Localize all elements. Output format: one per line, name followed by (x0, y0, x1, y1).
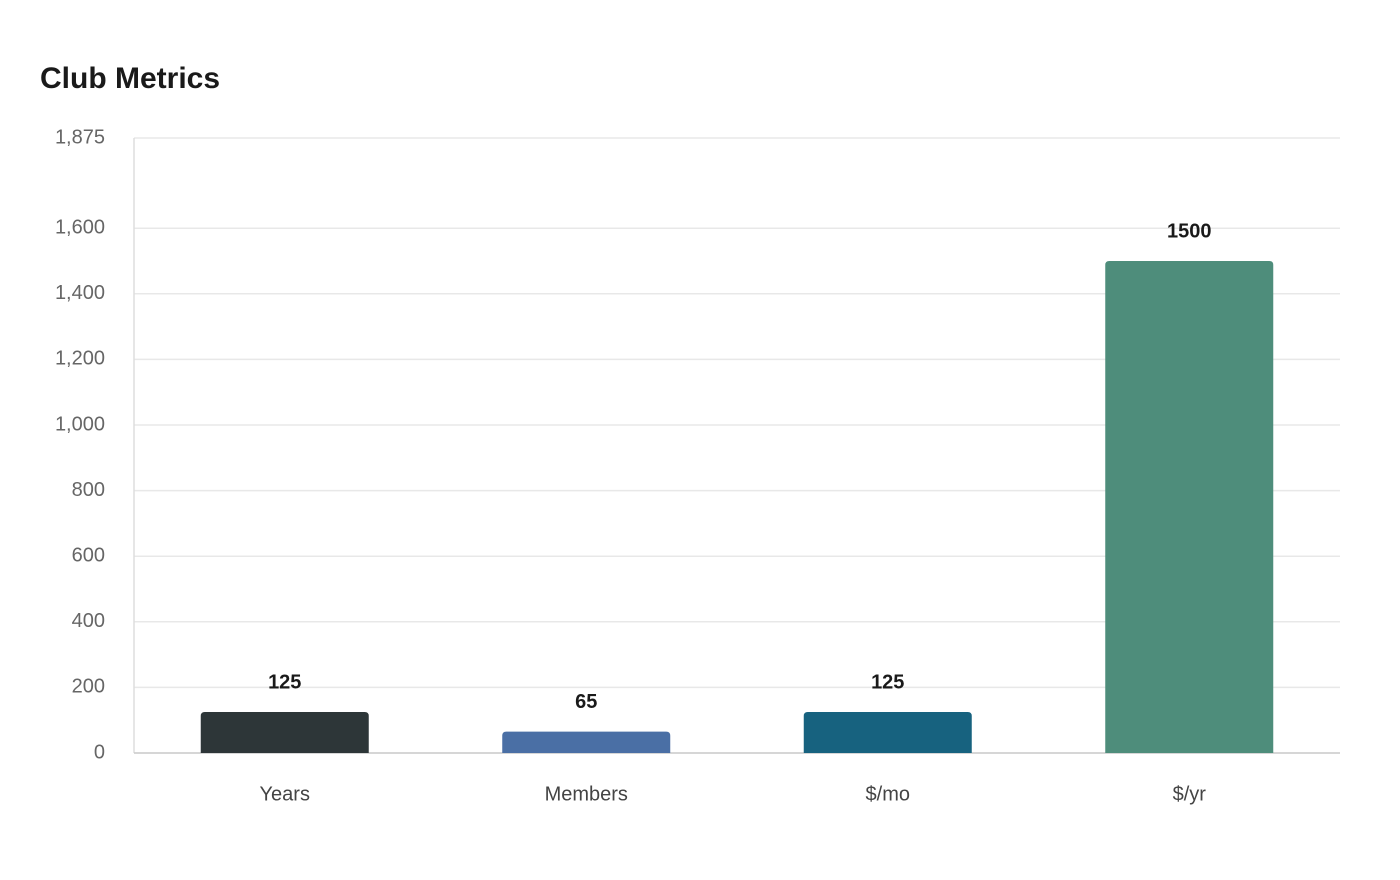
x-tick-label: $/mo (866, 783, 910, 805)
y-tick-label: 0 (94, 741, 105, 763)
data-label: 125 (871, 671, 904, 693)
bar (803, 712, 972, 753)
bar (200, 712, 369, 753)
y-tick-label: 1,000 (55, 413, 105, 435)
data-label: 125 (268, 671, 301, 693)
y-tick-label: 1,200 (55, 348, 105, 370)
y-tick-label: 1,875 (55, 126, 105, 148)
chart-title: Club Metrics (40, 62, 220, 95)
bar (1105, 261, 1274, 753)
x-tick-label: Years (260, 783, 310, 805)
y-tick-label: 800 (72, 479, 105, 501)
data-label: 65 (575, 691, 597, 713)
y-tick-label: 1,400 (55, 282, 105, 304)
data-label: 1500 (1167, 220, 1212, 242)
x-tick-label: $/yr (1173, 783, 1207, 805)
y-tick-label: 1,600 (55, 216, 105, 238)
bar (502, 731, 671, 753)
x-tick-label: Members (545, 783, 628, 805)
y-tick-label: 600 (72, 544, 105, 566)
y-tick-label: 200 (72, 676, 105, 698)
y-tick-label: 400 (72, 610, 105, 632)
